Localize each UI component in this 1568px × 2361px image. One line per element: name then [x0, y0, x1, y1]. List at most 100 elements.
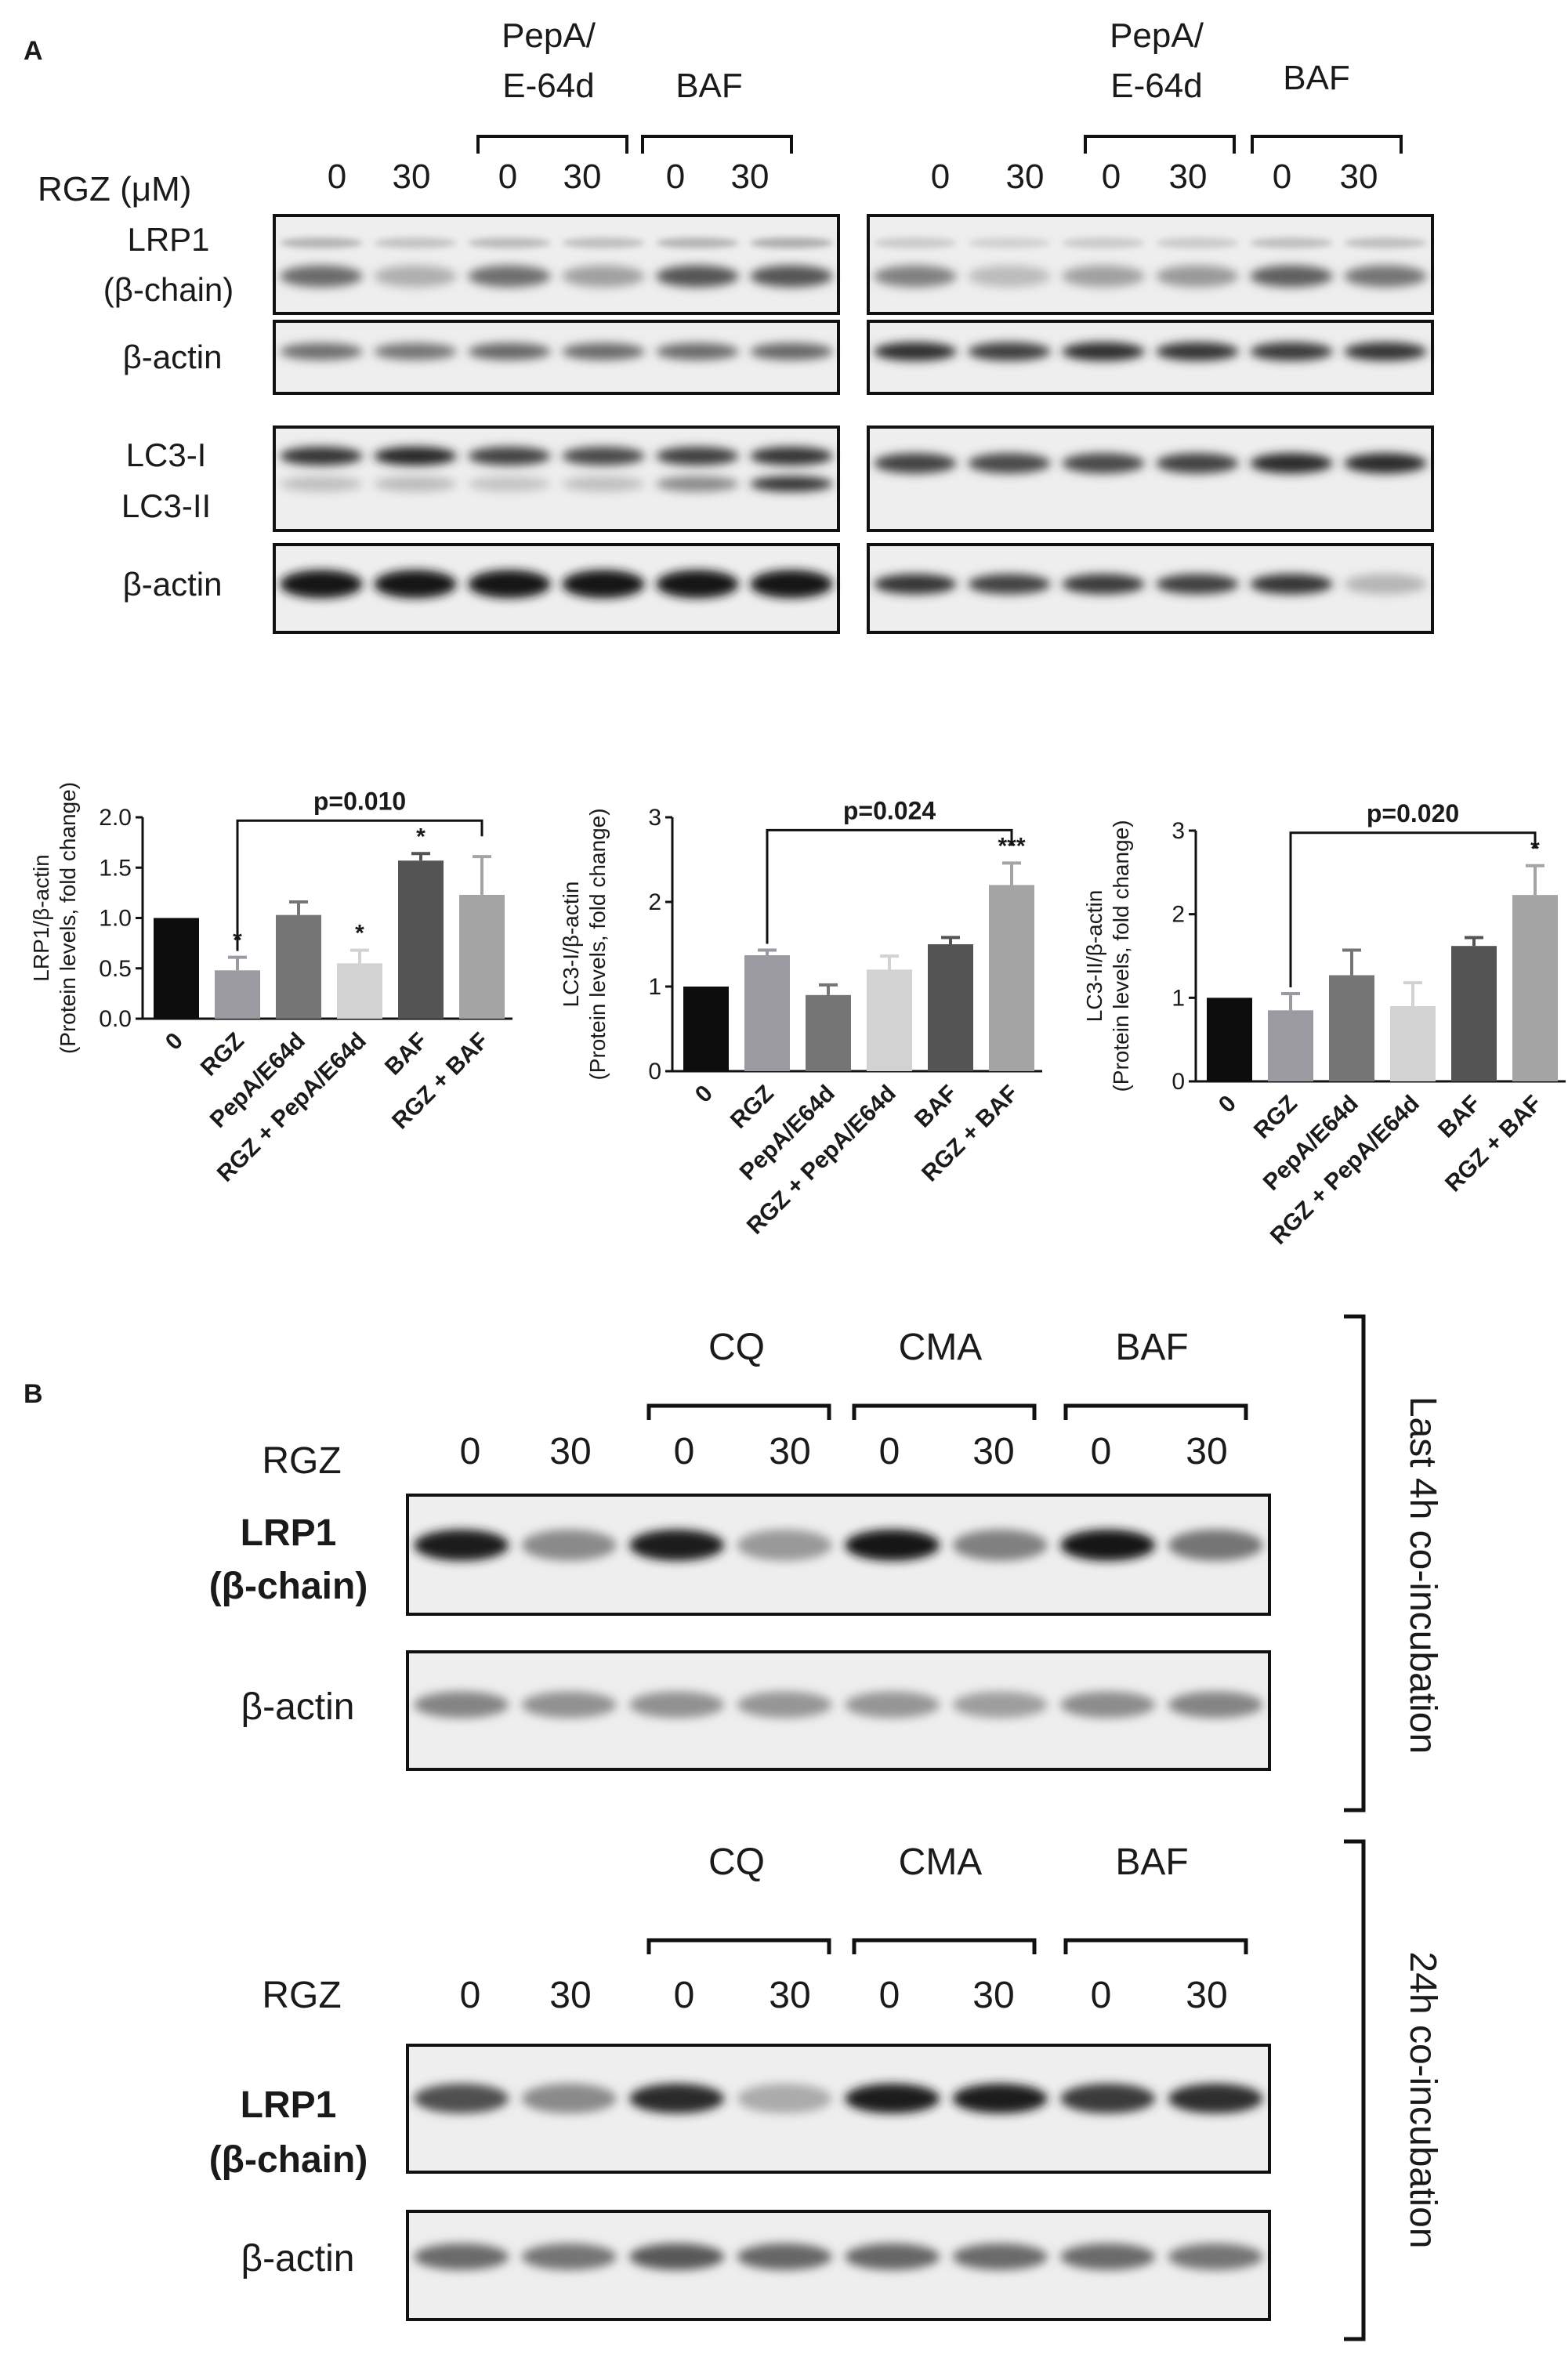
- blot-a-lrp1-right-band: [874, 237, 957, 248]
- x-tick-label: 0: [1214, 1091, 1241, 1118]
- b-actin-label-top: β-actin: [241, 1686, 355, 1728]
- group-baf: BAF: [1115, 1327, 1188, 1368]
- rgz-um-label: RGZ (μM): [38, 170, 191, 208]
- blot-a-lc3-right-band: [874, 453, 957, 474]
- blot-a-lc3-right-band: [1344, 453, 1427, 474]
- side-label-last-4h: Last 4h co-incubation: [1402, 1396, 1443, 1754]
- blot-a-lc3-left-band: [280, 446, 363, 465]
- blot-b-actin-top-band: [1060, 1691, 1156, 1718]
- blot-a-actin1-right-frame: [867, 320, 1434, 395]
- header-group-pepa-line2-right: E-64d: [1110, 67, 1202, 105]
- b-dose-6: 30: [972, 1431, 1014, 1472]
- blot-a-lc3-left-band: [468, 446, 551, 465]
- bracket-cma-2: [852, 1938, 1037, 1954]
- blot-b-lrp1-top-band: [414, 1529, 509, 1561]
- blot-a-lc3-left-frame: [273, 425, 840, 532]
- blot-a-actin1-left: [273, 320, 840, 395]
- row-label-lrp1-chain: (β-chain): [103, 271, 234, 308]
- group-cma: CMA: [899, 1327, 983, 1368]
- blot-a-lrp1-right-band: [1250, 265, 1333, 288]
- header-group-pepa-line2: E-64d: [502, 67, 594, 105]
- blot-b-lrp1-top: [406, 1494, 1271, 1616]
- blot-b-lrp1-bottom-band: [1168, 2084, 1263, 2114]
- blot-a-actin2-left-band: [374, 570, 457, 599]
- significance-marker: *: [1530, 836, 1540, 862]
- b-lrp1-chain-top: (β-chain): [209, 1566, 368, 1607]
- comparison-bracket: [236, 819, 483, 951]
- dose-r5: 0: [1273, 158, 1291, 196]
- b-dose-8: 30: [1186, 1431, 1227, 1472]
- blot-b-lrp1-top-band: [737, 1529, 832, 1561]
- blot-a-actin1-left-band: [656, 342, 739, 360]
- blot-b-lrp1-bottom: [406, 2044, 1271, 2174]
- blot-a-lrp1-right-band: [1344, 265, 1427, 288]
- p-value-label: p=0.024: [843, 796, 936, 824]
- blot-a-actin2-right-band: [874, 574, 957, 595]
- y-axis-label-units: (Protein levels, fold change): [1109, 820, 1133, 1092]
- blot-a-lc3-right-frame: [867, 425, 1434, 532]
- panel-a: A PepA/ E-64d BAF RGZ (μM) 0 30 0 30 0 3…: [24, 16, 1434, 634]
- y-tick-label: 1: [1171, 985, 1185, 1011]
- blot-a-lrp1-left-background: [274, 215, 838, 313]
- b-dose-3: 0: [674, 1431, 695, 1472]
- blot-a-lc3-left-band: [656, 476, 739, 492]
- blot-a-lrp1-left: [273, 214, 840, 315]
- blot-b-lrp1-bottom-frame: [406, 2044, 1271, 2174]
- blot-a-lrp1-right-background: [868, 215, 1432, 313]
- bar-chart-1: 0.0 0.5 1.0 1.5 2.0 LRP1/β-actin (Protein leve…: [29, 782, 512, 1187]
- dose-4: 30: [563, 158, 602, 196]
- bar-rgz-pepa-e64d: [1390, 1006, 1436, 1081]
- bar-rgz-baf: [989, 885, 1034, 1071]
- bracket-cq: [646, 1403, 831, 1420]
- blot-a-lrp1-left-band: [750, 237, 833, 248]
- bracket-pepa-right: [1084, 135, 1236, 154]
- blot-a-lrp1-right: [867, 214, 1434, 315]
- panel-a-header-right: PepA/ E-64d BAF 0 30 0 30 0 30: [931, 16, 1403, 196]
- y-tick-label: 2: [1171, 902, 1185, 928]
- blot-b-lrp1-top-band: [521, 1529, 617, 1561]
- dose-3: 0: [498, 158, 517, 196]
- blot-a-actin2-left: [273, 543, 840, 634]
- blot-b-actin-bottom-band: [1060, 2243, 1156, 2270]
- blot-b-actin-top-band: [414, 1691, 509, 1718]
- blot-a-actin2-left-frame: [273, 543, 840, 634]
- bar-rgz-baf: [1512, 895, 1558, 1081]
- b-dose-4: 30: [769, 1431, 810, 1472]
- y-tick-label: 3: [648, 805, 661, 831]
- y-axis-label: LRP1/β-actin: [29, 854, 53, 981]
- comparison-bracket: [766, 828, 1013, 944]
- dose-r1: 0: [931, 158, 950, 196]
- dose-r6: 30: [1340, 158, 1378, 196]
- dose-r2: 30: [1006, 158, 1045, 196]
- blot-a-actin1-right-band: [874, 342, 957, 361]
- blot-a-actin2-right: [867, 543, 1434, 634]
- blot-a-lc3-left-band: [562, 446, 645, 465]
- bar-baf: [928, 944, 973, 1071]
- blot-b-actin-top-band: [1168, 1691, 1263, 1718]
- row-label-lc3-ii: LC3-II: [121, 487, 211, 524]
- blot-a-actin2-left-band: [562, 570, 645, 599]
- blot-a-lrp1-left-band: [656, 237, 739, 248]
- blot-a-lrp1-right-band: [968, 265, 1051, 288]
- blot-a-actin1-left-band: [374, 342, 457, 360]
- blot-b-lrp1-bottom-band: [845, 2084, 940, 2114]
- blot-a-actin1-left-background: [274, 321, 838, 393]
- panel-b-bottom-header: CQ CMA BAF RGZ 0 30 0 30 0 30 0 30 LRP1 …: [209, 1841, 1248, 2280]
- side-bracket-top-line: [1344, 1314, 1366, 1812]
- blot-b-lrp1-bottom-band: [952, 2084, 1048, 2114]
- bar-rgz-baf: [459, 894, 505, 1019]
- y-tick-label: 1.5: [99, 855, 132, 881]
- y-axis-label: LC3-II/β-actin: [1082, 890, 1106, 1023]
- x-tick-label: BAF: [910, 1081, 962, 1133]
- dose-r4: 30: [1169, 158, 1208, 196]
- blot-a-lc3-left-band: [750, 446, 833, 465]
- header-group-pepa-line1-right: PepA/: [1110, 16, 1204, 55]
- y-tick-label: 1: [648, 974, 661, 1000]
- b-dose-2: 30: [549, 1431, 591, 1472]
- y-tick-label: 0: [1171, 1069, 1185, 1095]
- bar-0: [154, 918, 199, 1019]
- blot-b-lrp1-bottom-band: [629, 2084, 725, 2114]
- x-tick-label: 0: [161, 1028, 188, 1056]
- blot-a-lrp1-right-band: [874, 265, 957, 288]
